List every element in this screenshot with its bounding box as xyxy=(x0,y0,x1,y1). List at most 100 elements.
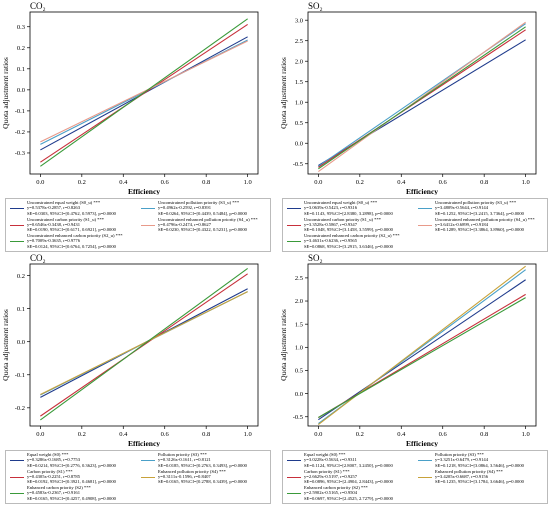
chart-panel-so2-top: SO₂ 0.0 0.2 0.4 0.6 0.8 1.0 -0.5 0.0 0.5 1.0 1.5 2.0… xyxy=(278,0,548,195)
legend-equation: y=3.0639x-0.5423, r=0.9316 xyxy=(304,205,358,211)
legend-swatch xyxy=(418,208,432,209)
legend-statistics: SE=0.0868, 95%CI=[3.2915, 3.6346], p=0.0… xyxy=(304,243,393,249)
legend-equation: y=0.3126x-0.1611, r=0.8121 xyxy=(158,457,211,463)
chart3-y-tick-label: 2.5 xyxy=(295,275,303,282)
chart3-y-tick-label: 0.0 xyxy=(295,391,303,398)
chart2-y-axis-label: Quota adjustment ratios xyxy=(1,309,10,381)
legend-statistics: SE=0.0214, 95%CI=[0.2776, 0.3623], p=0.0… xyxy=(27,462,116,468)
chart0-x-tick-label: 0.4 xyxy=(119,179,128,186)
chart1-x-tick-label: 0.4 xyxy=(397,179,406,186)
legend-series-name: Enhanced carbon priority (S2) *** xyxy=(27,485,91,490)
legend-equation: y=3.3251x-0.6479, r=0.9144 xyxy=(435,457,489,463)
legend-statistics: SE=0.0165, 95%CI=[0.4257, 0.4908], p=0.0… xyxy=(27,495,116,501)
chart1-y-axis-label: Quota adjustment ratios xyxy=(279,57,288,129)
chart1-x-axis-label: Efficiency xyxy=(406,187,438,195)
chart3-x-tick-label: 0.4 xyxy=(397,431,406,438)
chart2-x-tick-label: 0.0 xyxy=(36,431,44,438)
chart1-title: SO₂ xyxy=(308,1,323,11)
chart1-x-tick-label: 0.8 xyxy=(480,179,488,186)
chart1-y-tick-label: 1.5 xyxy=(295,79,303,86)
chart-panel-so2-bottom: SO₂ 0.0 0.2 0.4 0.6 0.8 1.0 -0.5 0.0 0.5 1.0 1.5 2.0… xyxy=(278,252,548,447)
chart1-x-tick-label: 0.0 xyxy=(314,179,322,186)
chart2-x-tick-label: 0.6 xyxy=(161,431,170,438)
chart3-y-tick-label: 2.0 xyxy=(295,298,303,305)
chart2-y-tick-label: 0.0 xyxy=(17,339,25,346)
legend-statistics: SE=0.0124, 95%CI=[0.6764, 0.7254], p=0.0… xyxy=(27,243,116,249)
chart1-plot-frame xyxy=(307,11,537,175)
legend-equation: y=2.5902x-0.5165, r=0.9504 xyxy=(304,490,358,496)
legend-swatch xyxy=(287,224,301,226)
legend-so2-bottom: Equal weight (S0) *** y=3.0228x-0.5634, r… xyxy=(282,450,548,504)
legend-statistics: SE=0.1252, 95%CI=[3.2415, 3.7364], p=0.0… xyxy=(435,210,524,216)
chart3-y-tick-label: 0.5 xyxy=(295,368,303,375)
chart2-x-tick-label: 0.2 xyxy=(78,431,86,438)
chart0-x-tick-label: 0.6 xyxy=(161,179,170,186)
chart1-y-tick-label: -0.5 xyxy=(293,161,303,168)
chart0-y-axis-label: Quota adjustment ratios xyxy=(1,57,10,129)
chart1-series-line-3 xyxy=(318,21,526,172)
legend-series-name: Unconstrained equal weight (S0_u) *** xyxy=(304,200,378,205)
chart2-x-axis-label: Efficiency xyxy=(128,439,160,447)
chart2-plot-frame xyxy=(29,263,259,427)
legend-equation: y=2.6629x-0.5197, r=0.9257 xyxy=(304,473,358,479)
chart2-y-tick-label: 0.1 xyxy=(17,306,25,313)
chart0-x-tick-label: 0.0 xyxy=(36,179,44,186)
legend-series-name: Unconstrained equal weight (S0_u) *** xyxy=(27,200,101,205)
chart2-y-tick-label: -0.2 xyxy=(15,405,25,412)
chart0-x-tick-label: 0.8 xyxy=(202,179,210,186)
chart3-plot-frame xyxy=(307,263,537,427)
chart1-y-tick-label: 2.5 xyxy=(295,38,303,45)
legend-series-name: Carbon priority (S1) *** xyxy=(27,468,73,474)
chart0-series-line-4 xyxy=(40,18,248,167)
chart1-y-tick-label: 1.0 xyxy=(295,99,303,106)
legend-statistics: SE=0.1143, 95%CI=[2.8380, 3.2898], p=0.0… xyxy=(304,210,393,216)
chart1-y-tick-label: 0.0 xyxy=(295,140,303,147)
chart-panel-co2-top: CO₂ 0.0 0.2 0.4 0.6 0.8 1.0 -0.3 -0.2 -0.1 0.0 0.1 0… xyxy=(0,0,270,195)
chart3-title: SO₂ xyxy=(308,253,323,263)
chart2-title: CO₂ xyxy=(30,253,46,263)
chart3-x-tick-label: 0.6 xyxy=(439,431,448,438)
chart1-x-tick-label: 0.2 xyxy=(356,179,364,186)
chart2-y-tick-label: 0.2 xyxy=(17,273,25,280)
chart3-series-line-4 xyxy=(318,297,526,418)
legend-series-name: Unconstrained carbon priority (S1_u) *** xyxy=(304,216,382,222)
chart3-x-axis-label: Efficiency xyxy=(406,439,438,447)
legend-series-name: Unconstrained pollution priority (S3_u) … xyxy=(435,200,517,205)
legend-swatch xyxy=(10,460,24,461)
chart-svg-so2-bottom: SO₂ 0.0 0.2 0.4 0.6 0.8 1.0 -0.5 0.0 0.5 1.0 1.5 2.0… xyxy=(279,253,537,447)
chart2-series-line-3 xyxy=(40,291,248,395)
chart3-x-tick-label: 0.8 xyxy=(480,431,488,438)
chart1-series-line-4 xyxy=(318,26,526,170)
chart1-x-tick-label: 0.6 xyxy=(439,179,448,186)
chart0-x-axis-label: Efficiency xyxy=(128,187,160,195)
legend-series-name: Equal weight (S0) *** xyxy=(304,452,346,457)
chart0-x-tick-label: 0.2 xyxy=(78,179,86,186)
legend-equation: y=0.5378x-0.2857, r=0.8263 xyxy=(27,205,81,211)
legend-statistics: SE=0.0190, 95%CI=[0.6171, 0.6921], p=0.0… xyxy=(27,227,116,233)
legend-equation: y=3.6412x-0.6899, r=0.9184 xyxy=(435,221,489,227)
legend-statistics: SE=0.1218, 95%CI=[3.0864, 3.5646], p=0.0… xyxy=(435,462,524,468)
legend-equation: y=0.7009x-0.3635, r=0.9776 xyxy=(27,238,81,244)
chart3-y-tick-label: 1.5 xyxy=(295,321,303,328)
legend-swatch xyxy=(287,241,301,242)
legend-equation: y=0.4962x-0.2592, r=0.8391 xyxy=(158,205,212,211)
legend-swatch xyxy=(10,476,24,478)
legend-statistics: SE=0.1235, 95%CI=[3.1784, 3.6646], p=0.0… xyxy=(435,479,524,485)
chart3-x-tick-label: 1.0 xyxy=(522,431,530,438)
legend-swatch xyxy=(287,460,301,461)
legend-series-name: Enhanced carbon priority (S2) *** xyxy=(304,485,368,490)
chart2-y-tick-label: -0.1 xyxy=(15,372,25,379)
chart0-y-tick-label: -0.3 xyxy=(15,150,25,157)
chart3-y-tick-label: 1.0 xyxy=(295,345,303,352)
chart0-y-tick-label: -0.1 xyxy=(15,108,25,115)
legend-swatch xyxy=(141,460,155,461)
chart0-y-tick-label: 0.3 xyxy=(17,24,25,31)
legend-equation: y=0.6546x-0.3438, r=0.9431 xyxy=(27,221,81,227)
chart1-y-tick-label: 0.5 xyxy=(295,120,303,127)
chart0-title: CO₂ xyxy=(30,1,46,11)
chart2-x-tick-label: 0.4 xyxy=(119,431,128,438)
legend-so2-top: Unconstrained equal weight (S0_u) *** y=3… xyxy=(282,198,548,252)
chart0-y-tick-label: -0.2 xyxy=(15,129,25,136)
chart-panel-co2-bottom: CO₂ 0.0 0.2 0.4 0.6 0.8 1.0 -0.2 -0.1 0.0 0.1 0.2 Ef… xyxy=(0,252,270,447)
legend-equation: y=0.4305x-0.2251, r=0.8785 xyxy=(27,473,81,479)
